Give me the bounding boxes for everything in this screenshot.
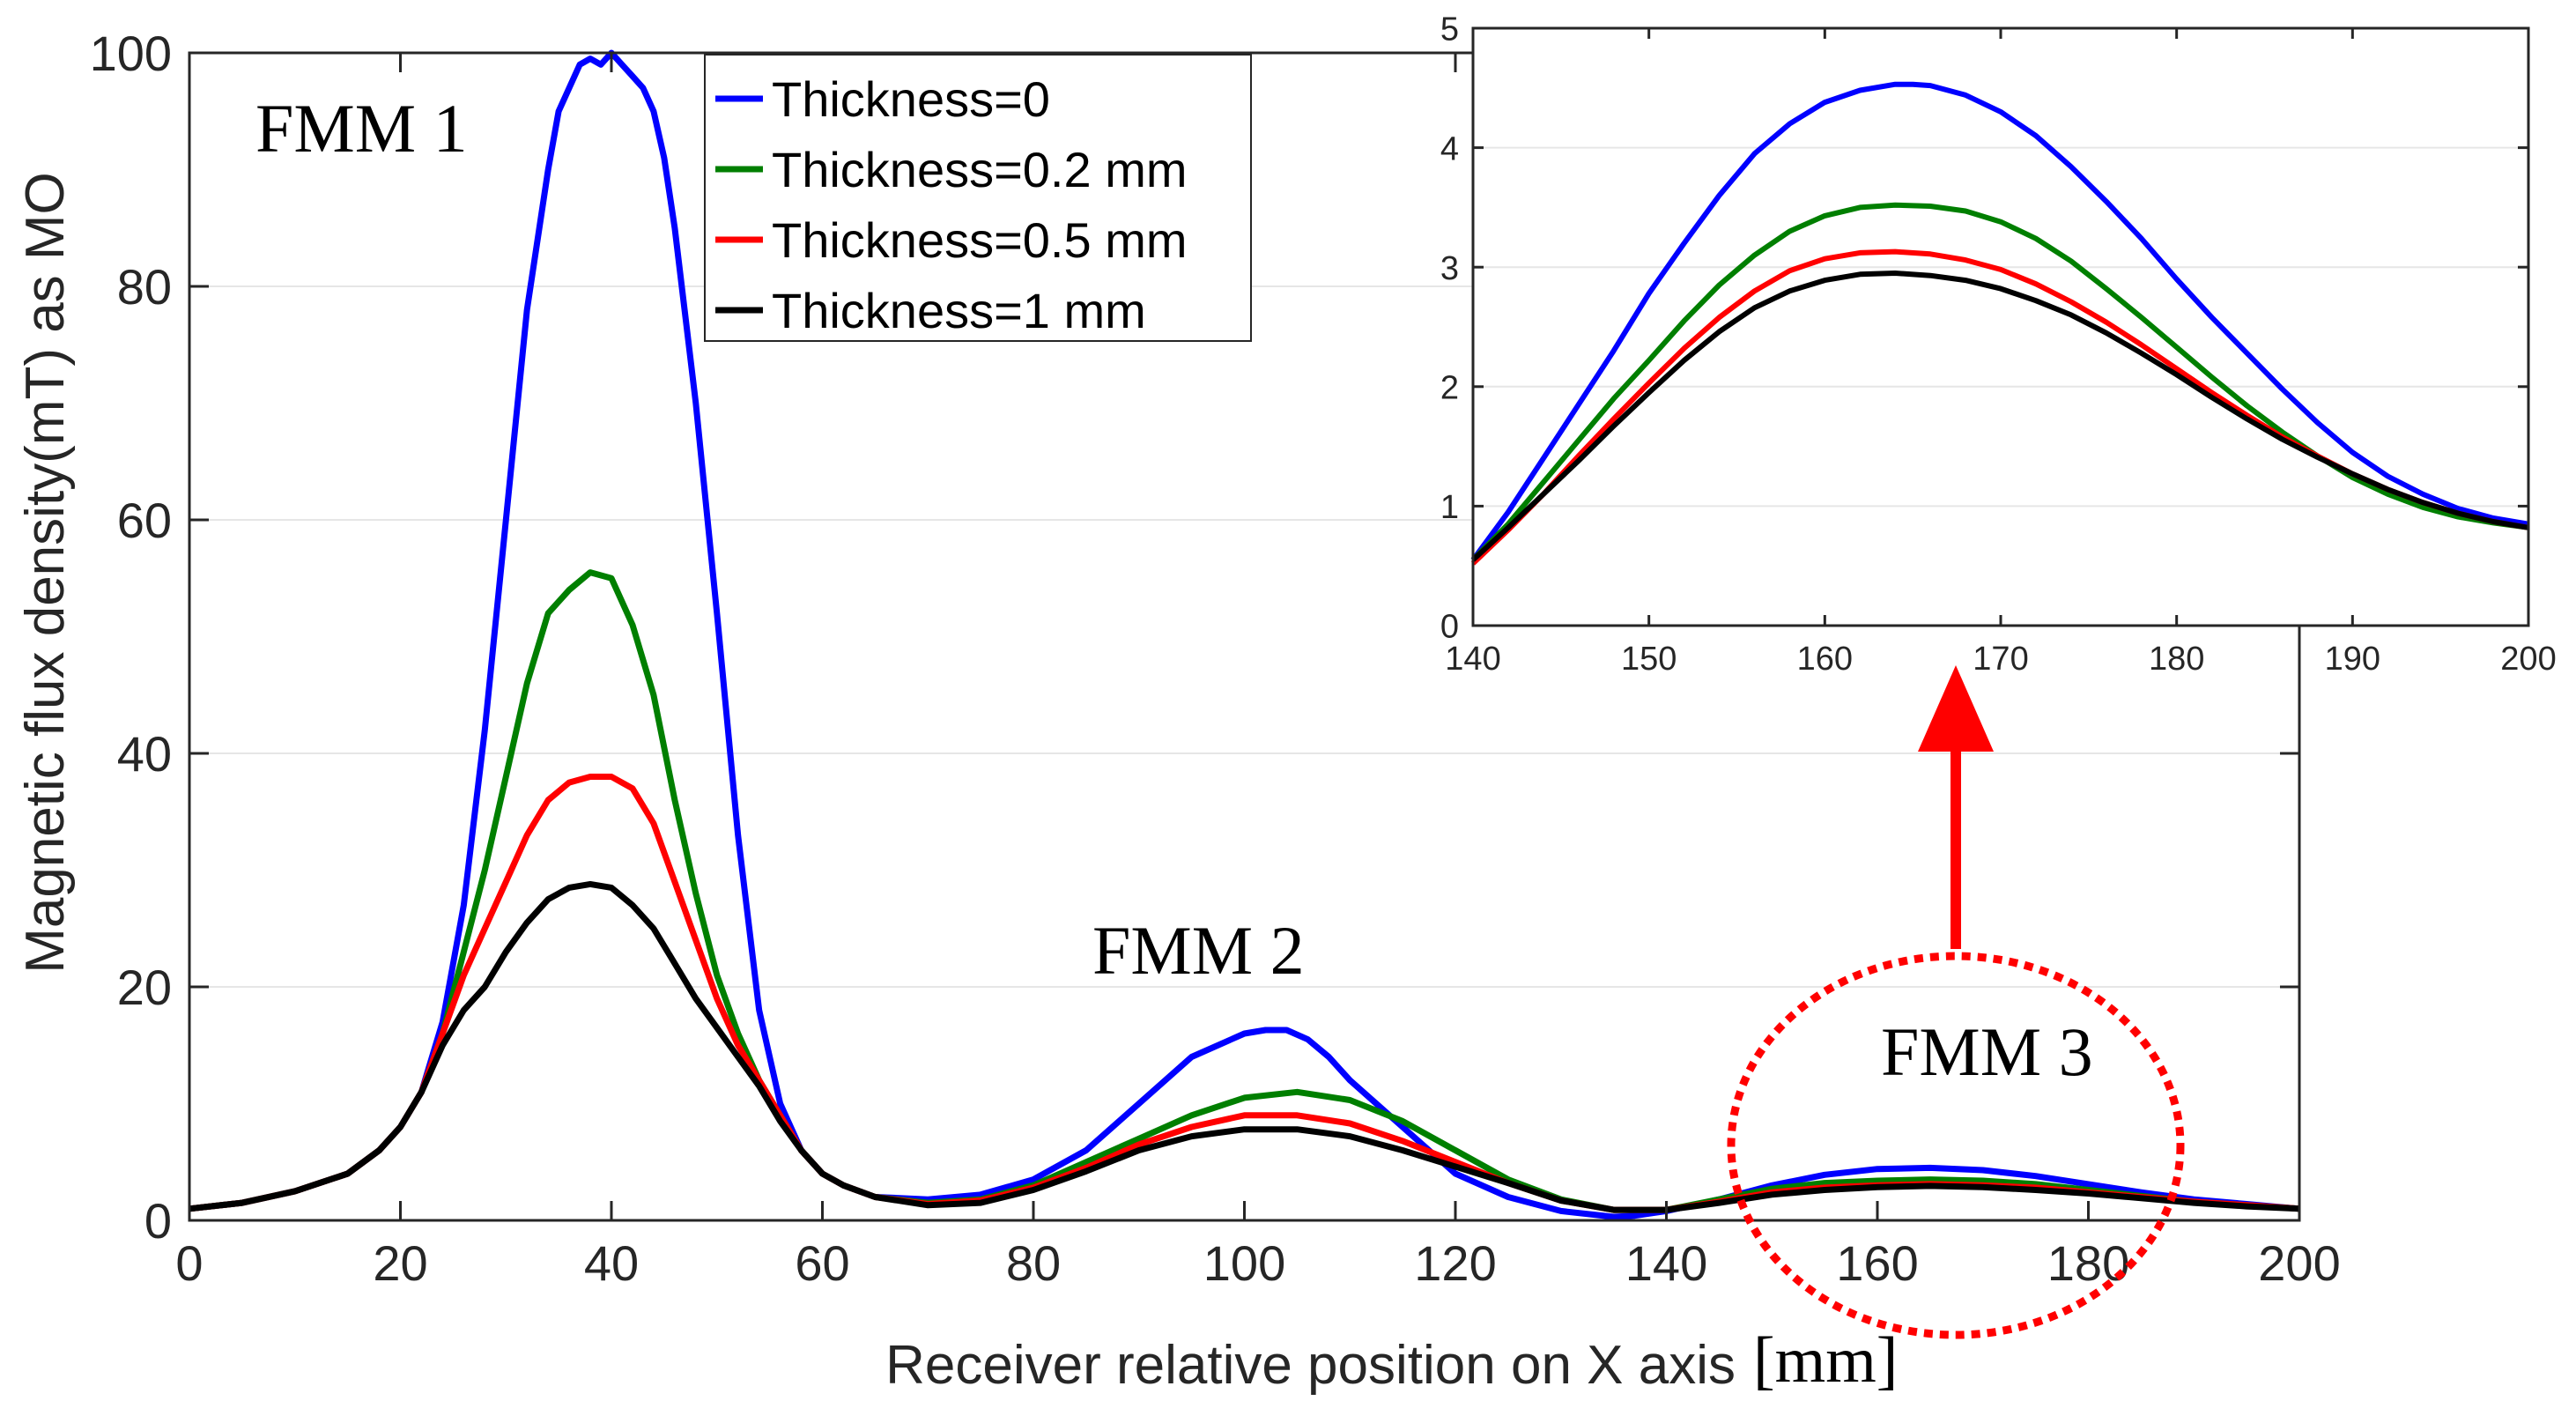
inset-y-tick-label: 3 [1440,250,1459,287]
annotation-fmm3: FMM 3 [1881,1013,2093,1090]
inset-x-tick-label: 200 [2500,641,2556,678]
x-axis-title: Receiver relative position on X axis [885,1335,1736,1396]
main-x-tick-label: 200 [2258,1235,2340,1291]
inset-x-tick-label: 170 [1973,641,2028,678]
y-axis-title: Magnetic flux density(mT) as MO [15,172,76,974]
annotation-fmm2: FMM 2 [1092,912,1305,989]
main-y-tick-label: 80 [117,259,172,315]
main-x-tick-label: 120 [1414,1235,1496,1291]
highlight-arrow-head [1918,665,1994,752]
inset-series-line-1 [1470,202,2529,562]
main-y-tick-label: 60 [117,493,172,548]
main-x-tick-label: 180 [2047,1235,2129,1291]
main-x-tick-label: 0 [175,1235,203,1291]
inset-x-tick-label: 150 [1621,641,1677,678]
main-series-group [189,49,2300,1220]
legend-label-3: Thickness=1 mm [772,283,1146,338]
inset-y-tick-label: 4 [1440,130,1459,167]
inset-x-tick-label: 140 [1445,641,1500,678]
main-x-tick-label: 140 [1625,1235,1707,1291]
inset-plot-area [1473,28,2528,626]
inset-y-tick-label: 2 [1440,369,1459,406]
legend-label-2: Thickness=0.5 mm [772,212,1188,268]
main-x-tick-label: 20 [373,1235,427,1291]
inset-series-line-0 [1470,81,2529,562]
main-y-tick-label: 40 [117,726,172,782]
main-x-tick-label: 100 [1203,1235,1285,1291]
legend-label-1: Thickness=0.2 mm [772,142,1188,197]
main-y-tick-label: 0 [144,1193,172,1249]
main-x-tick-label: 80 [1006,1235,1061,1291]
fmm3-highlight [1727,665,2185,1339]
main-y-tick-label: 20 [117,960,172,1015]
inset-series-line-3 [1470,271,2529,562]
legend: Thickness=0 Thickness=0.2 mm Thickness=0.5… [704,54,1252,342]
inset-x-tick-label: 160 [1797,641,1853,678]
annotation-fmm1: FMM 1 [255,90,468,167]
main-x-tick-label: 40 [584,1235,639,1291]
inset-y-tick-label: 0 [1440,609,1459,646]
main-series-line-3 [189,880,2300,1213]
inset-y-tick-label: 5 [1440,11,1459,48]
legend-box [704,54,1252,342]
main-x-tick-label: 160 [1836,1235,1918,1291]
main-x-tick-label: 60 [795,1235,849,1291]
inset-ticks: 0 1 2 3 4 5 140 150 160 170 180 190 200 [1440,11,2557,678]
inset-x-tick-label: 190 [2325,641,2380,678]
inset-y-tick-label: 1 [1440,489,1459,526]
inset-series-group [1470,81,2529,566]
main-y-tick-label: 100 [90,26,172,81]
legend-label-0: Thickness=0 [772,71,1050,127]
inset-x-tick-label: 180 [2149,641,2204,678]
inset-plot: 0 1 2 3 4 5 140 150 160 170 180 190 200 [1440,11,2557,678]
x-axis-unit: [mm] [1753,1324,1898,1397]
highlight-ellipse [1727,952,2185,1339]
